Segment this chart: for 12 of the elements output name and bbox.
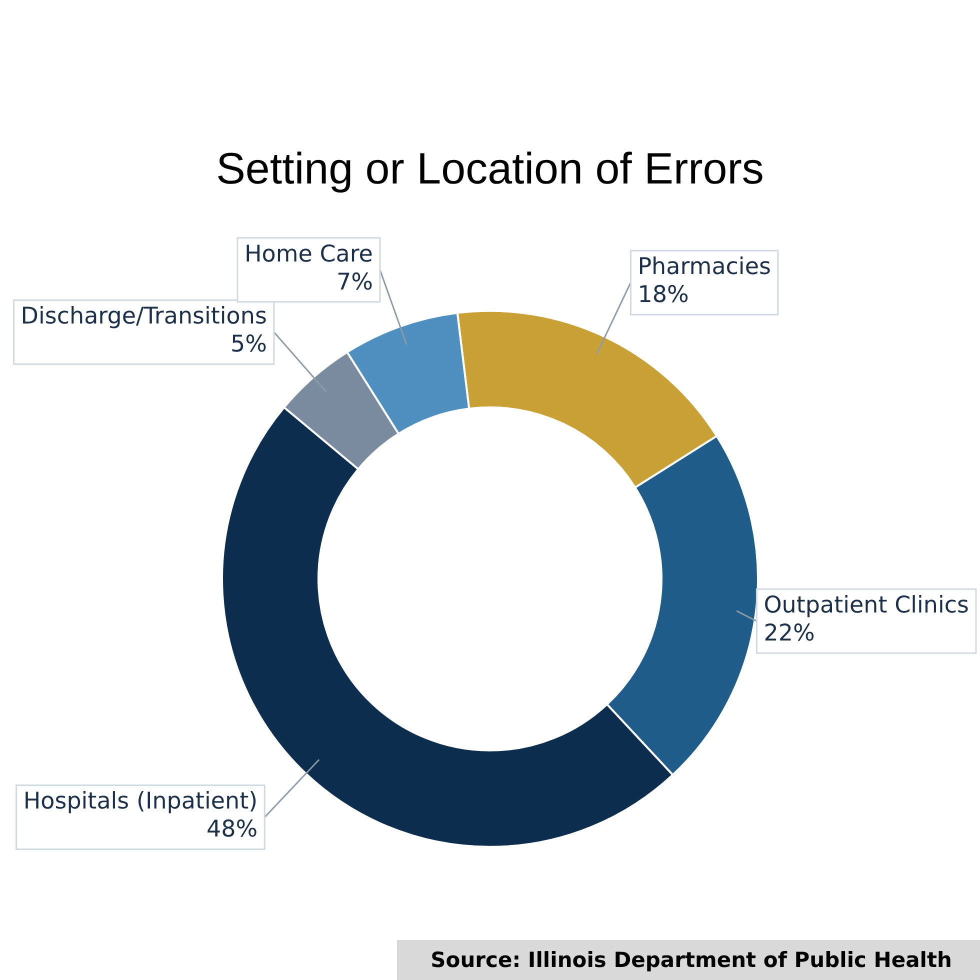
data-label: 7% xyxy=(336,269,373,296)
slice-label: Outpatient Clinics xyxy=(764,592,970,619)
slice-label: Discharge/Transitions xyxy=(20,304,267,330)
slice-label: Pharmacies xyxy=(638,254,771,280)
source-note: Source: Illinois Department of Public Health xyxy=(396,940,980,980)
data-label: 22% xyxy=(764,620,815,647)
slice-label: Hospitals (Inpatient) xyxy=(23,788,258,815)
data-label: 18% xyxy=(638,282,689,308)
data-label: 5% xyxy=(230,332,267,358)
data-label: 48% xyxy=(206,816,258,843)
chart-title: Setting or Location of Errors xyxy=(216,144,764,194)
slice-label: Home Care xyxy=(244,241,373,268)
